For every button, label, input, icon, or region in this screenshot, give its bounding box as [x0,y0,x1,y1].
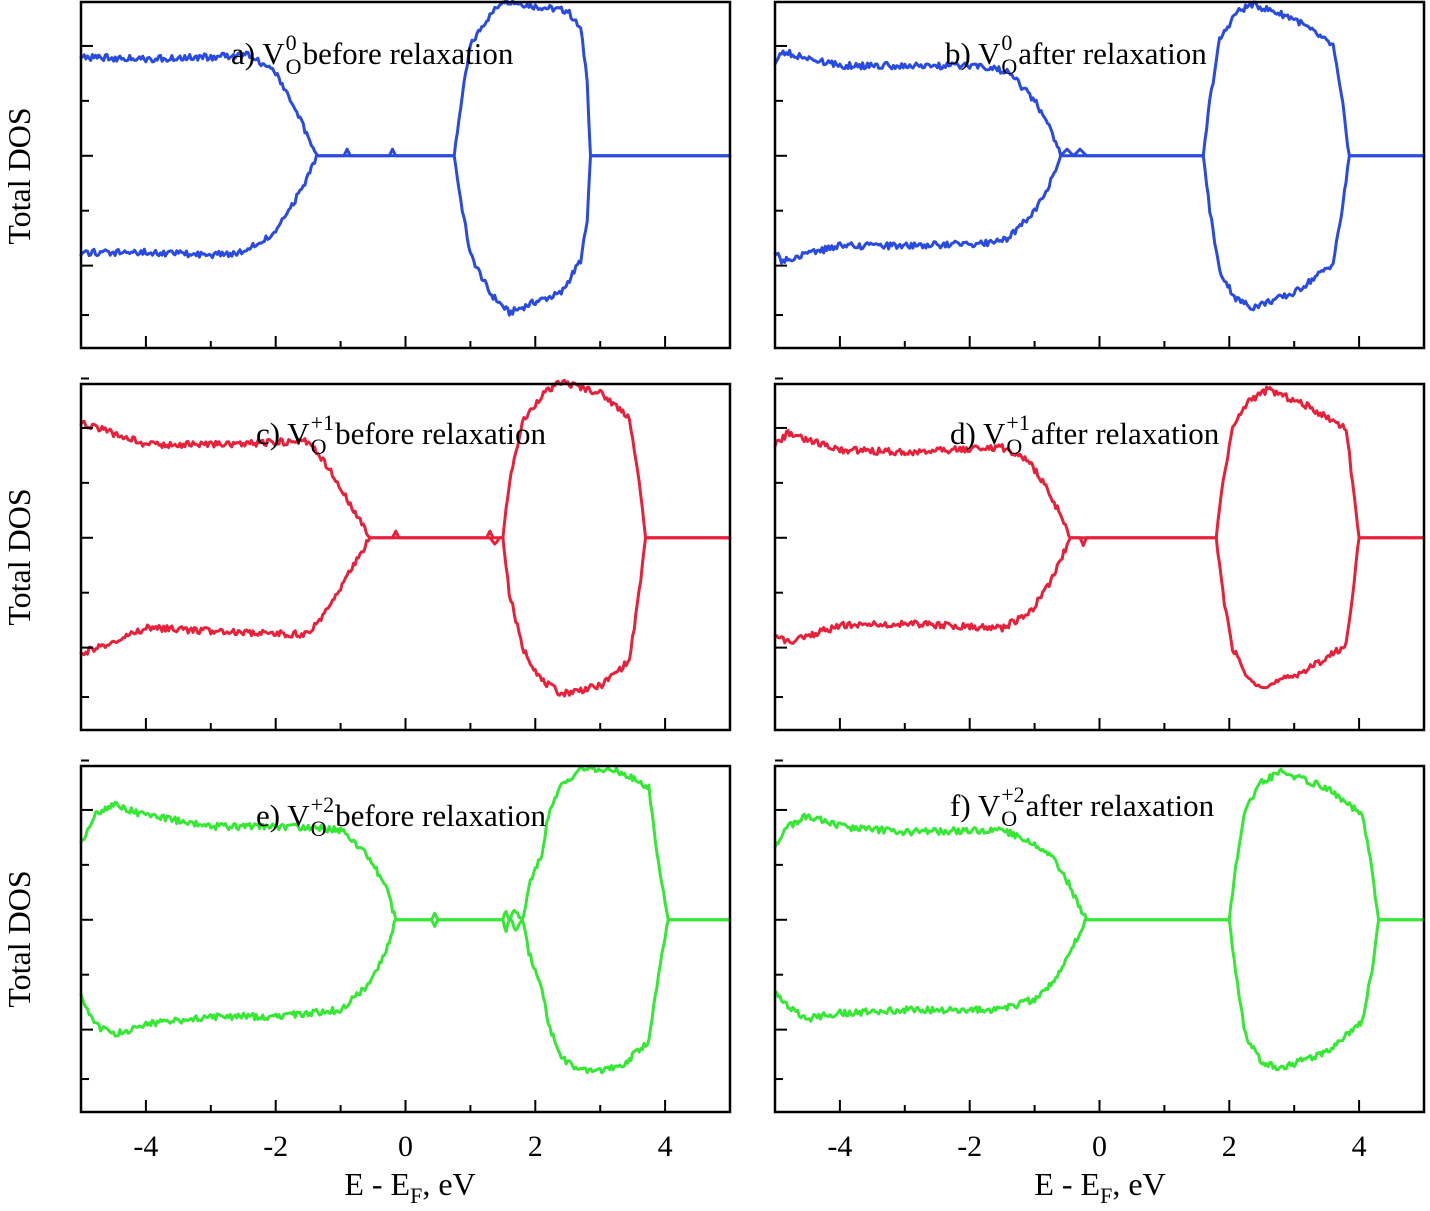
panel-title-suffix: before relaxation [303,36,514,71]
x-axis-title-left: E - EF, eV [344,1166,475,1208]
spin-down-line [773,918,1426,1072]
panel-title-site: O [1001,54,1017,79]
panel-title-suffix: before relaxation [335,416,546,451]
panel-f: -4 -2 0 2 4 f) V +2O after relaxation [773,759,1426,1163]
y-axis-title-row-3: Total DOS [1,870,37,1007]
x-axis-title-unit: , eV [422,1166,475,1202]
spin-down-line [79,154,732,317]
panel-title-charge: +1 [311,410,334,435]
panel-title: a) V [231,36,285,71]
x-tick-label: -4 [827,1130,852,1163]
x-axis-title-right: E - EF, eV [1034,1166,1165,1208]
panel-d: d) V +1O after relaxation [773,377,1426,732]
spin-up-line [79,0,732,158]
y-axis-title-row-1: Total DOS [1,107,37,244]
panel-title-site: O [311,816,327,841]
panel-title-site: O [286,54,302,79]
spin-down-line [79,536,732,698]
panel-title-site: O [1001,806,1017,831]
panel-title-charge: 0 [1001,30,1012,55]
panel-title: f) V [950,788,1001,823]
panel-title-site: O [1006,434,1022,459]
spin-up-line [773,385,1426,540]
x-tick-label: 0 [1092,1130,1107,1163]
spin-down-line [79,918,732,1075]
spin-down-line [773,536,1426,690]
panel-title-suffix: before relaxation [335,798,546,833]
panel-title: b) V [945,36,1001,71]
panel-b: b) V 0O after relaxation [773,0,1426,350]
x-axis-title-main: E - E [1034,1166,1100,1202]
panel-title: e) V [256,798,310,833]
panel-title: d) V [950,416,1006,451]
panel-title-charge: +2 [311,792,334,817]
x-tick-label: 0 [398,1130,413,1163]
panel-title: c) V [256,416,310,451]
spin-up-line [79,764,732,922]
panel-title-charge: +1 [1006,410,1029,435]
x-axis-title-main: E - E [344,1166,410,1202]
panel-title-suffix: after relaxation [1031,416,1220,451]
spin-up-line [79,378,732,540]
x-tick-label: 2 [528,1130,543,1163]
x-tick-label: -4 [133,1130,158,1163]
panel-title-site: O [311,434,327,459]
x-tick-label: -2 [263,1130,288,1163]
y-axis-title-row-2: Total DOS [1,488,37,625]
panel-title-charge: +2 [1001,782,1024,807]
x-axis-title-unit: , eV [1112,1166,1165,1202]
panel-title-charge: 0 [286,30,297,55]
x-axis-title-sub: F [1100,1183,1112,1208]
panel-title-suffix: after relaxation [1026,788,1215,823]
x-tick-label: -2 [957,1130,982,1163]
x-axis-title-sub: F [410,1183,422,1208]
spin-down-line [773,154,1426,312]
x-tick-label: 4 [1352,1130,1367,1163]
panel-e: -4 -2 0 2 4 e) V +2O before relaxation [79,759,732,1163]
x-tick-label: 4 [658,1130,673,1163]
panel-grid: a) V 0O before relaxation b) V 0O after rel… [79,0,1426,1163]
panel-a: a) V 0O before relaxation [79,0,732,350]
panel-title-suffix: after relaxation [1018,36,1207,71]
x-tick-label: 2 [1222,1130,1237,1163]
spin-up-line [773,0,1426,158]
panel-c: c) V +1O before relaxation [79,377,732,732]
